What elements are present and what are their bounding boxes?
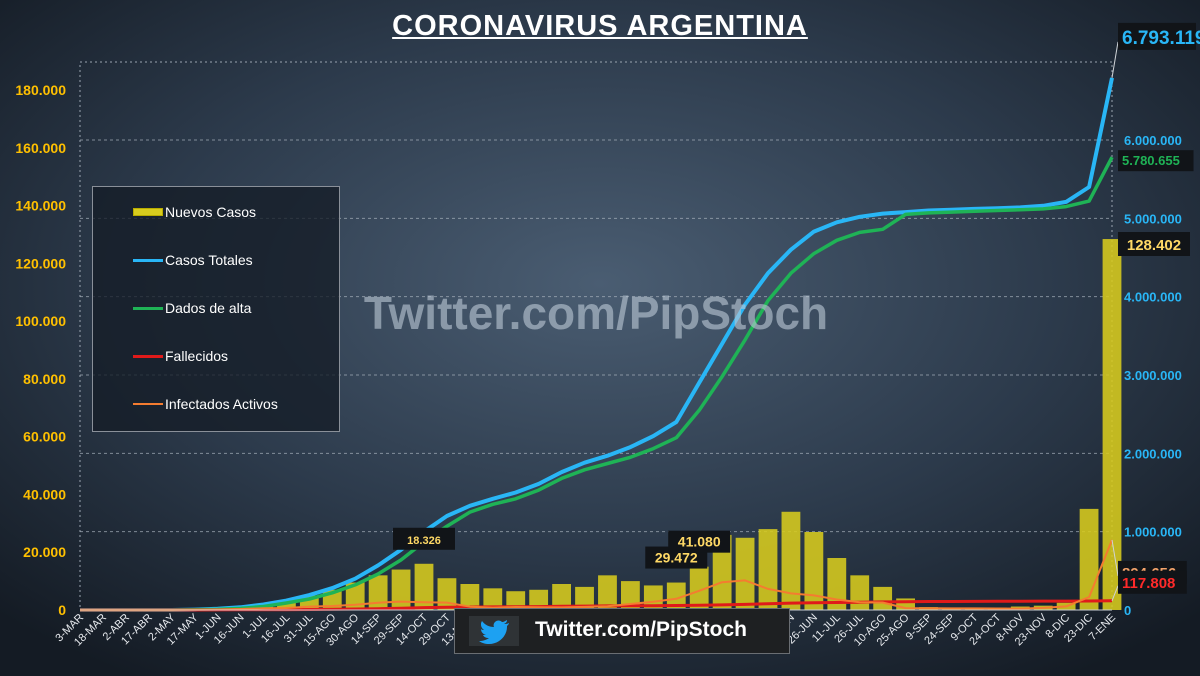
right-axis-tick-label: 3.000.000 (1124, 368, 1182, 383)
legend-item-fallecidos: Fallecidos (93, 345, 339, 369)
infectados-activos-line (80, 539, 1113, 611)
annotation-leader (1111, 585, 1119, 601)
left-axis-tick-label: 0 (58, 602, 66, 618)
nuevos-casos-bar (873, 586, 893, 610)
annotation-box (1118, 150, 1194, 172)
nuevos-casos-bar (1102, 239, 1122, 610)
right-axis-tick-label: 5.000.000 (1124, 211, 1182, 226)
annotation-leader (1111, 539, 1119, 577)
nuevos-casos-bar (643, 585, 663, 610)
annotation-label: 41.080 (678, 534, 721, 550)
nuevos-casos-bar (345, 582, 365, 610)
legend-item-casos-totales: Casos Totales (93, 249, 339, 273)
legend-item-infectados-activos: Infectados Activos (93, 393, 339, 417)
legend-label: Casos Totales (165, 252, 253, 268)
nuevos-casos-bar (529, 589, 549, 610)
legend-item-dados-de-alta: Dados de alta (93, 297, 339, 321)
dados-de-alta-line (80, 156, 1114, 612)
nuevos-casos-bar (827, 558, 847, 610)
annotation-box (1118, 570, 1187, 594)
legend-swatch (133, 208, 163, 216)
nuevos-casos-bar (575, 586, 594, 610)
right-axis-tick-label: 2.000.000 (1124, 446, 1182, 461)
nuevos-casos-bar (437, 578, 457, 610)
right-axis-tick-label: 6.000.000 (1124, 133, 1182, 148)
annotation-label: 6.793.119 (1122, 28, 1200, 49)
nuevos-casos-bar (368, 575, 388, 610)
left-axis-tick-label: 140.000 (15, 198, 66, 214)
legend-label: Fallecidos (165, 348, 229, 364)
banner-label[interactable]: Twitter.com/PipStoch (535, 618, 747, 641)
legend-swatch (133, 307, 163, 310)
left-axis-tick-label: 80.000 (23, 371, 66, 387)
legend-label: Infectados Activos (165, 396, 278, 412)
left-axis-tick-label: 60.000 (23, 429, 66, 445)
annotation-box (1118, 232, 1190, 256)
right-axis-tick-label: 4.000.000 (1124, 290, 1182, 305)
nuevos-casos-bar (276, 601, 296, 610)
legend-swatch (133, 355, 163, 358)
legend-swatch (133, 403, 163, 405)
watermark-text: Twitter.com/PipStoch (363, 287, 829, 339)
nuevos-casos-bar (483, 588, 503, 610)
nuevos-casos-bar (552, 584, 572, 610)
left-axis-tick-label: 20.000 (23, 544, 66, 560)
legend-label: Nuevos Casos (165, 204, 257, 220)
legend-swatch (133, 259, 163, 262)
annotation-leader (1111, 41, 1119, 78)
nuevos-casos-bar (460, 584, 480, 610)
annotation-box (393, 527, 455, 550)
nuevos-casos-bar (896, 598, 916, 610)
nuevos-casos-bar (414, 563, 434, 610)
right-axis-tick-label: 1.000.000 (1124, 525, 1182, 540)
nuevos-casos-bar (598, 575, 617, 610)
left-axis-tick-label: 180.000 (15, 82, 66, 98)
nuevos-casos-bar (758, 529, 778, 610)
left-axis-tick-label: 40.000 (23, 486, 66, 502)
nuevos-casos-bar (804, 532, 824, 610)
annotation-box (668, 530, 731, 553)
left-axis-tick-label: 100.000 (15, 313, 66, 329)
annotation-label: 128.402 (1127, 237, 1181, 254)
legend: Nuevos Casos Casos Totales Dados de alta Fa… (92, 186, 340, 432)
annotation-box (1118, 22, 1196, 50)
legend-item-nuevos-casos: Nuevos Casos (93, 201, 339, 225)
nuevos-casos-bar (850, 575, 870, 610)
twitter-banner[interactable]: Twitter.com/PipStoch (454, 608, 790, 654)
annotation-label: 5.780.655 (1122, 153, 1180, 168)
nuevos-casos-bar (781, 511, 801, 610)
nuevos-casos-bar (689, 566, 709, 610)
legend-label: Dados de alta (165, 300, 252, 316)
right-axis-tick-label: 0 (1124, 603, 1131, 618)
twitter-bird-icon (469, 616, 519, 651)
nuevos-casos-bar (666, 582, 686, 610)
left-axis-tick-label: 160.000 (15, 140, 66, 156)
annotation-label: 29.472 (655, 550, 698, 566)
annotation-label: 117.808 (1122, 575, 1175, 592)
chart-title: CORONAVIRUS ARGENTINA (392, 10, 808, 42)
nuevos-casos-bar (391, 569, 411, 610)
annotation-label: 18.326 (407, 535, 441, 547)
left-axis-tick-label: 120.000 (15, 255, 66, 271)
nuevos-casos-bar (712, 534, 732, 610)
nuevos-casos-bar (735, 537, 755, 610)
